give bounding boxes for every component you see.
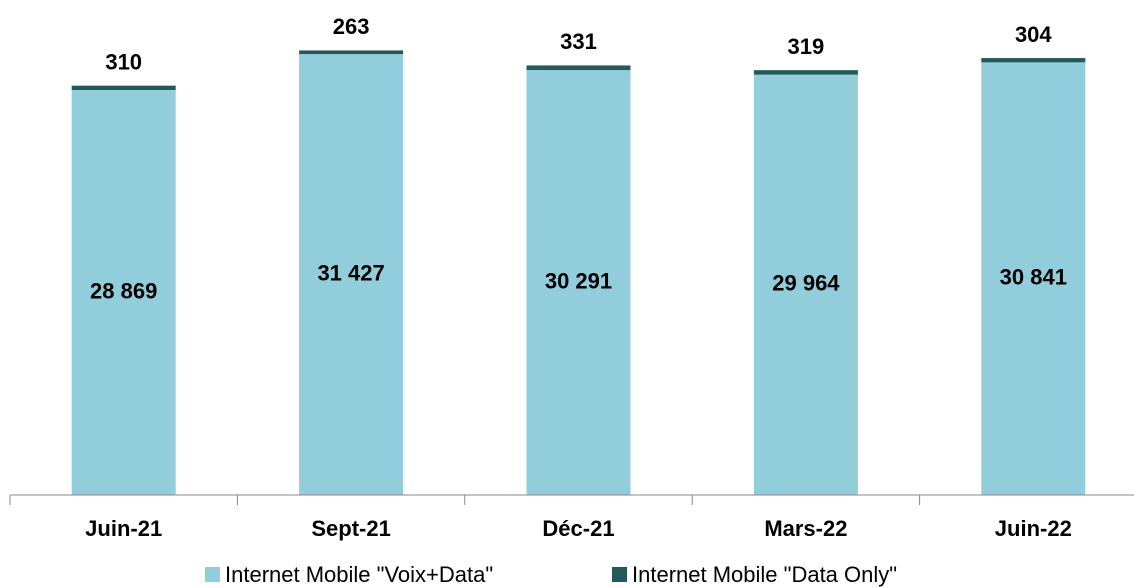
legend-label: Internet Mobile "Data Only" [632, 562, 897, 587]
x-tick-label: Déc-21 [542, 516, 614, 541]
legend-swatch [612, 567, 627, 582]
legend-swatch [205, 567, 220, 582]
bar-segment [526, 65, 631, 71]
data-label: 30 841 [1000, 264, 1067, 289]
x-tick-label: Mars-22 [764, 516, 847, 541]
bar-segment [981, 58, 1086, 63]
bar-segment [753, 70, 858, 75]
bar-segment [981, 62, 1086, 496]
data-label: 263 [333, 14, 370, 39]
data-label: 319 [788, 34, 825, 59]
data-label: 31 427 [317, 260, 384, 285]
bar-segment [753, 74, 858, 495]
data-label: 304 [1015, 22, 1052, 47]
bar-segment [299, 54, 404, 495]
data-label: 30 291 [545, 268, 612, 293]
x-tick-label: Sept-21 [311, 516, 390, 541]
x-tick-label: Juin-22 [995, 516, 1072, 541]
data-label: 29 964 [772, 271, 840, 296]
data-label: 331 [560, 29, 597, 54]
bar-segment [71, 85, 176, 91]
bar-segment [71, 90, 176, 496]
data-label: 310 [105, 49, 142, 74]
legend-label: Internet Mobile "Voix+Data" [225, 562, 493, 587]
data-label: 28 869 [90, 278, 157, 303]
bar-segment [299, 50, 404, 55]
bar-segment [526, 70, 631, 495]
x-tick-label: Juin-21 [85, 516, 162, 541]
